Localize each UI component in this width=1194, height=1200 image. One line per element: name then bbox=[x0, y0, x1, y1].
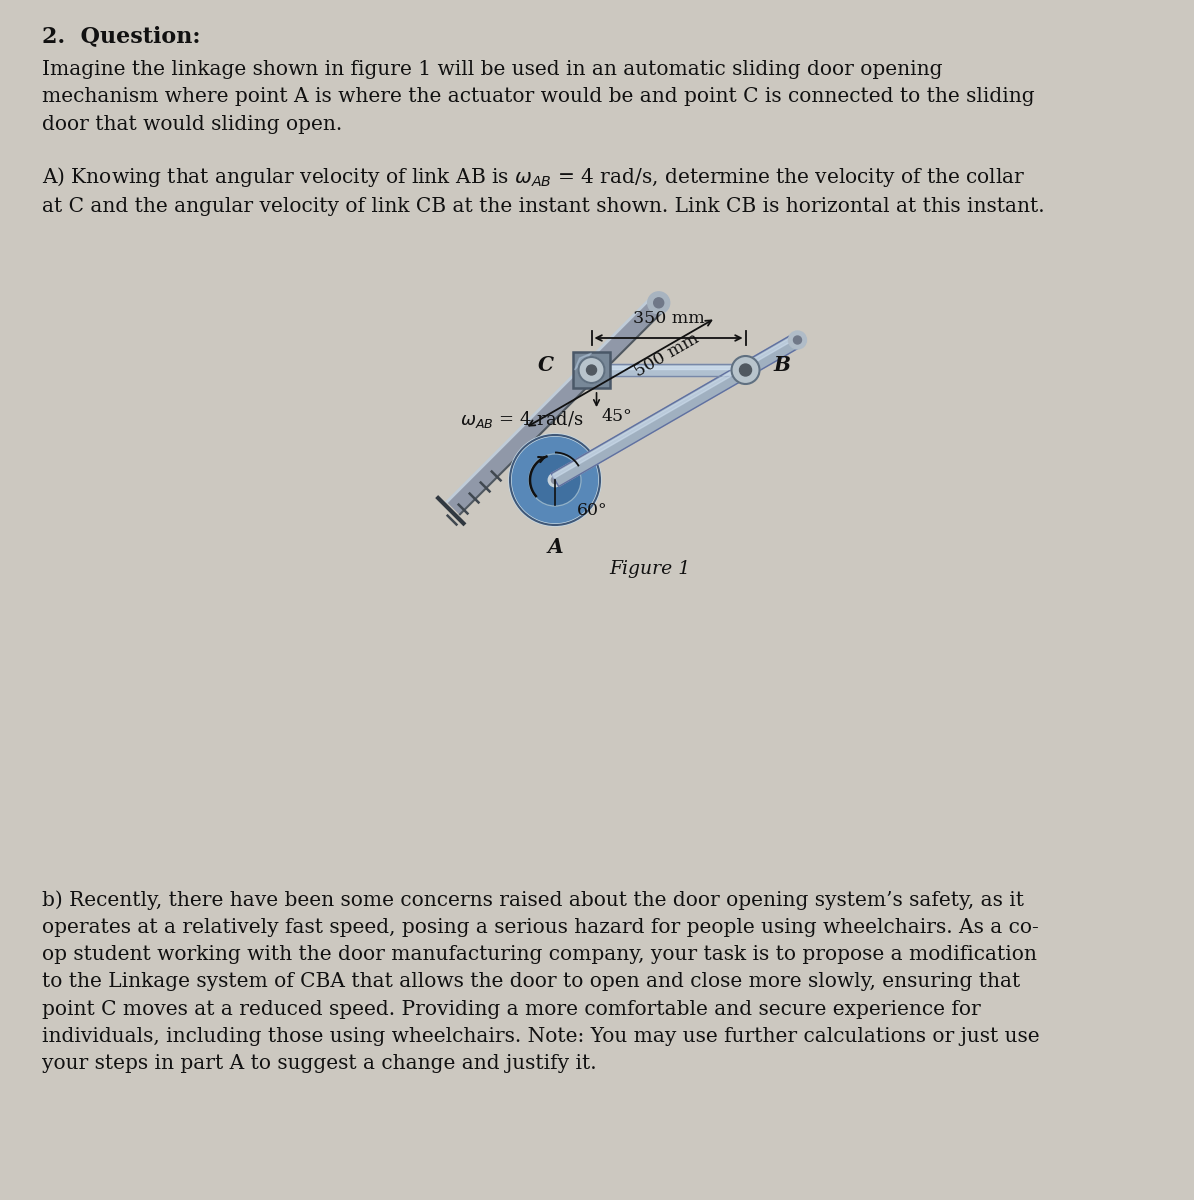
Circle shape bbox=[552, 476, 559, 484]
Circle shape bbox=[579, 358, 604, 383]
Polygon shape bbox=[552, 334, 801, 486]
Circle shape bbox=[510, 434, 601, 526]
Text: A: A bbox=[547, 538, 562, 557]
Text: A) Knowing that angular velocity of link AB is $\omega_{AB}$ = 4 rad/s, determin: A) Knowing that angular velocity of link… bbox=[42, 164, 1045, 216]
Text: C: C bbox=[537, 355, 554, 374]
Text: B: B bbox=[774, 355, 790, 374]
Text: $\omega_{AB}$ = 4 rad/s: $\omega_{AB}$ = 4 rad/s bbox=[460, 409, 584, 431]
Polygon shape bbox=[448, 296, 665, 515]
Polygon shape bbox=[552, 335, 796, 479]
Circle shape bbox=[529, 454, 581, 506]
Circle shape bbox=[794, 336, 801, 344]
Polygon shape bbox=[574, 353, 591, 370]
Circle shape bbox=[739, 364, 751, 376]
Text: Figure 1: Figure 1 bbox=[610, 560, 691, 578]
Circle shape bbox=[732, 356, 759, 384]
Circle shape bbox=[548, 473, 561, 487]
Text: 45°: 45° bbox=[602, 408, 633, 425]
Text: Imagine the linkage shown in figure 1 will be used in an automatic sliding door : Imagine the linkage shown in figure 1 wi… bbox=[42, 60, 1035, 133]
Polygon shape bbox=[573, 352, 610, 389]
Text: 60°: 60° bbox=[577, 502, 608, 518]
Circle shape bbox=[788, 331, 806, 349]
Text: b) Recently, there have been some concerns raised about the door opening system’: b) Recently, there have been some concer… bbox=[42, 890, 1040, 1073]
Circle shape bbox=[586, 365, 597, 374]
Circle shape bbox=[647, 292, 670, 314]
Text: 2.  Question:: 2. Question: bbox=[42, 25, 201, 47]
Circle shape bbox=[653, 298, 664, 308]
Polygon shape bbox=[591, 364, 745, 376]
Text: 350 mm: 350 mm bbox=[633, 310, 704, 326]
Text: 500 mm: 500 mm bbox=[630, 330, 702, 380]
Polygon shape bbox=[591, 366, 745, 368]
